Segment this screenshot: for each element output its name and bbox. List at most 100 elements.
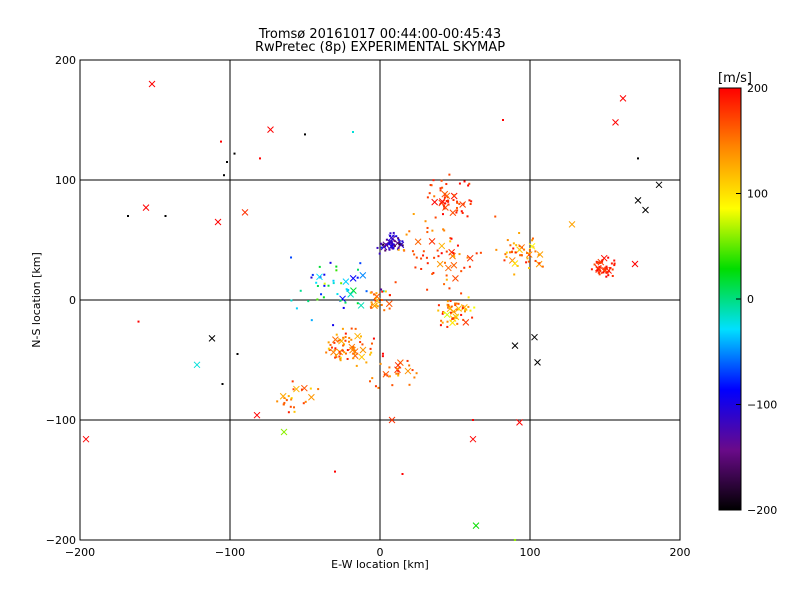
scatter-point	[348, 336, 351, 339]
y-axis-label: N-S location [km]	[30, 252, 43, 348]
scatter-point	[454, 302, 457, 305]
scatter-point	[317, 388, 320, 391]
scatter-point	[426, 262, 429, 265]
scatter-cross-marker	[472, 522, 480, 529]
scatter-point	[512, 247, 515, 250]
scatter-point	[637, 157, 639, 160]
scatter-point	[164, 215, 167, 217]
scatter-cross-marker	[449, 209, 457, 217]
scatter-point	[463, 180, 466, 183]
scatter-cross-marker	[466, 254, 474, 262]
scatter-point	[455, 206, 458, 209]
scatter-point	[338, 355, 341, 358]
scatter-point	[304, 133, 306, 136]
scatter-point	[323, 273, 326, 276]
scatter-point	[394, 281, 397, 284]
scatter-point	[339, 356, 342, 359]
scatter-point	[398, 241, 401, 244]
scatter-point	[425, 256, 428, 259]
scatter-point	[445, 183, 448, 186]
scatter-point	[290, 398, 293, 401]
scatter-cross-marker	[293, 385, 300, 393]
scatter-point	[390, 244, 393, 247]
scatter-point	[527, 260, 530, 263]
scatter-point	[300, 388, 303, 391]
scatter-point	[432, 179, 435, 182]
scatter-point	[371, 377, 374, 380]
scatter-cross-marker	[394, 361, 402, 369]
scatter-point	[395, 235, 398, 238]
scatter-point	[304, 400, 307, 403]
scatter-point	[380, 242, 383, 245]
scatter-point	[388, 375, 391, 378]
scatter-point	[370, 351, 373, 354]
scatter-point	[370, 303, 373, 306]
scatter-point	[446, 300, 449, 303]
scatter-point	[392, 231, 395, 234]
scatter-point	[458, 253, 461, 256]
scatter-point	[597, 271, 600, 274]
scatter-point	[426, 231, 429, 234]
scatter-point	[359, 341, 362, 344]
scatter-point	[597, 261, 600, 264]
scatter-point	[456, 322, 459, 325]
scatter-point	[378, 252, 381, 255]
scatter-cross-marker	[612, 119, 619, 126]
scatter-cross-marker	[347, 290, 355, 298]
scatter-point	[354, 327, 357, 330]
scatter-point	[346, 349, 349, 352]
scatter-point	[388, 248, 391, 251]
scatter-point	[408, 364, 411, 367]
scatter-point	[402, 249, 405, 252]
scatter-point	[335, 265, 338, 268]
x-tick-label: 0	[377, 546, 384, 559]
scatter-point	[401, 244, 404, 247]
scatter-point	[413, 253, 416, 256]
scatter-point	[292, 388, 295, 391]
scatter-point	[352, 131, 354, 133]
scatter-point	[440, 179, 443, 182]
scatter-point	[380, 288, 383, 291]
scatter-cross-marker	[382, 370, 390, 378]
scatter-point	[448, 287, 451, 290]
y-axis-ticks: −200 −100 0 100 200	[46, 54, 76, 547]
scatter-point	[327, 284, 330, 287]
scatter-point	[287, 395, 290, 398]
scatter-point	[456, 201, 459, 204]
scatter-cross-marker	[148, 80, 156, 88]
scatter-point	[344, 336, 347, 339]
scatter-point	[456, 209, 459, 212]
scatter-cross-marker	[359, 346, 367, 354]
scatter-cross-marker	[350, 287, 357, 294]
scatter-point	[512, 242, 515, 245]
scatter-point	[502, 119, 504, 121]
scatter-point	[430, 184, 433, 187]
scatter-point	[440, 319, 443, 322]
scatter-point	[384, 249, 387, 252]
scatter-cross-marker	[431, 198, 439, 206]
scatter-point	[289, 405, 292, 408]
scatter-point	[446, 325, 449, 328]
scatter-cross-marker	[655, 181, 663, 189]
scatter-point	[523, 248, 526, 251]
scatter-point	[311, 273, 314, 276]
scatter-point	[344, 339, 347, 342]
scatter-point	[456, 244, 459, 247]
scatter-point	[447, 305, 450, 308]
scatter-point	[449, 237, 452, 240]
scatter-point	[446, 320, 449, 323]
scatter-point	[609, 266, 612, 269]
scatter-point	[316, 284, 319, 287]
scatter-point	[450, 237, 453, 240]
scatter-point	[350, 338, 353, 341]
scatter-point	[534, 250, 537, 253]
scatter-point	[613, 259, 616, 262]
scatter-point	[381, 290, 384, 293]
scatter-cross-marker	[308, 393, 315, 401]
scatter-point	[335, 333, 338, 336]
scatter-cross-marker	[462, 319, 470, 326]
scatter-point	[468, 199, 471, 202]
scatter-point	[127, 215, 129, 217]
scatter-point	[397, 374, 400, 377]
scatter-point	[381, 352, 384, 355]
